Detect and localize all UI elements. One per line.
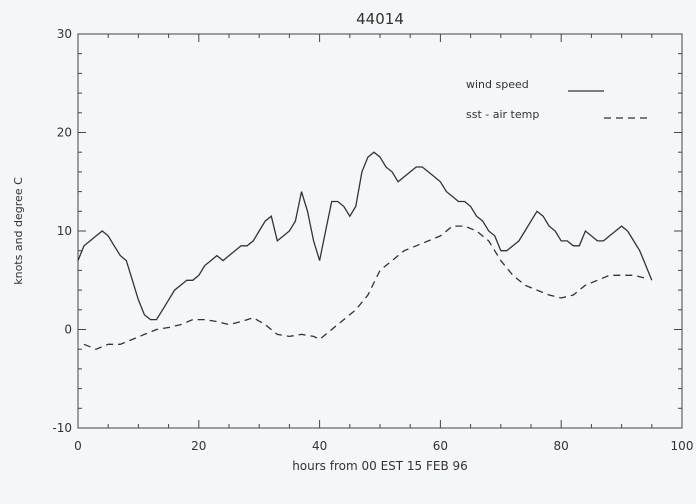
y-tick-label: 20 (57, 126, 72, 140)
x-tick-label: 0 (74, 439, 82, 453)
x-tick-label: 80 (554, 439, 569, 453)
series-line-wind-speed (77, 151, 653, 321)
y-axis-label: knots and degree C (12, 177, 25, 285)
legend-label-wind-speed: wind speed (466, 78, 529, 91)
y-axis: -10 0 10 20 30 (52, 27, 682, 435)
legend-label-sst-air-temp: sst - air temp (466, 108, 539, 121)
y-tick-label: 10 (57, 224, 72, 238)
x-tick-label: 20 (191, 439, 206, 453)
legend: wind speed sst - air temp (466, 78, 648, 121)
x-axis-label: hours from 00 EST 15 FEB 96 (292, 459, 468, 473)
x-tick-label: 100 (671, 439, 694, 453)
y-tick-label: 0 (64, 323, 72, 337)
y-tick-label: -10 (52, 421, 72, 435)
x-tick-label: 40 (312, 439, 327, 453)
x-axis: 0 20 40 60 80 100 (74, 34, 693, 453)
series-layer (77, 151, 653, 350)
chart-title: 44014 (356, 10, 404, 28)
series-line-sst-air-temp (83, 225, 646, 350)
plot-frame (77, 33, 683, 429)
x-tick-label: 60 (433, 439, 448, 453)
y-tick-label: 30 (57, 27, 72, 41)
